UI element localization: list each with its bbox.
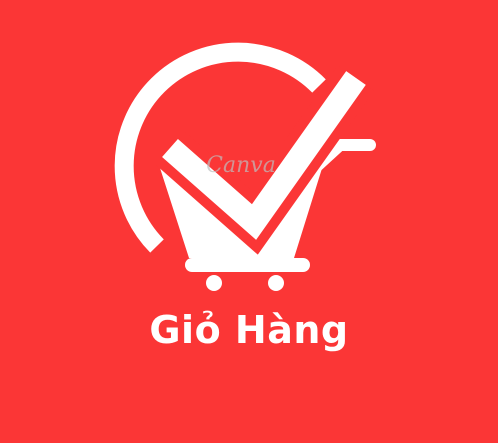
- cart-wheel-right-shape: [268, 275, 284, 291]
- page-title: Giỏ Hàng: [149, 308, 349, 352]
- cart-base-shape: [185, 258, 310, 272]
- arc-shape: [114, 42, 326, 253]
- shopping-cart-checkmark-icon: Canva: [114, 42, 376, 291]
- cart-wheel-left-shape: [206, 275, 222, 291]
- canva-watermark: Canva: [206, 153, 276, 178]
- checkmark-shape: [162, 71, 366, 240]
